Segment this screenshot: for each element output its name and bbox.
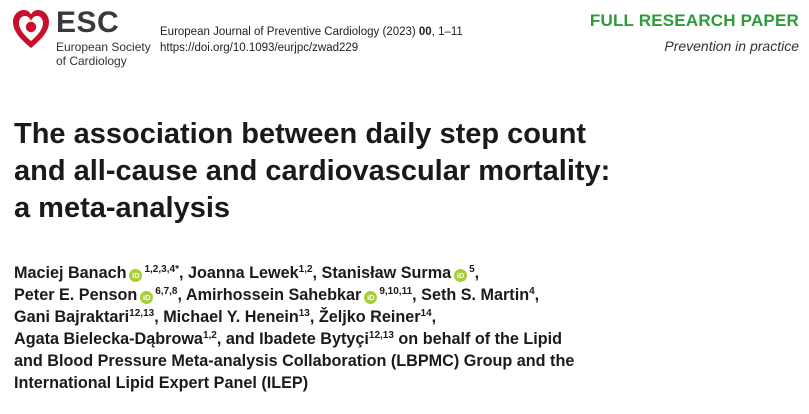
esc-logo: ESC European Society of Cardiology bbox=[10, 6, 160, 76]
title-line-1: The association between daily step count bbox=[14, 118, 587, 150]
author-list: Maciej Banach iD1,2,3,4*, Joanna Lewek1,2… bbox=[14, 262, 804, 394]
author-name[interactable]: Michael Y. Henein bbox=[163, 308, 299, 326]
separator: , bbox=[178, 264, 188, 282]
author-line-4: Agata Bielecka-Dąbrowa1,2, and Ibadete B… bbox=[14, 328, 804, 350]
separator-and: , and bbox=[216, 330, 260, 348]
author-name[interactable]: Seth S. Martin bbox=[421, 286, 530, 304]
esc-heart-logo-icon bbox=[13, 10, 49, 48]
journal-citation: European Journal of Preventive Cardiolog… bbox=[160, 24, 463, 56]
author-name[interactable]: Ibadete Bytyçi bbox=[259, 330, 369, 348]
society-name-line2: of Cardiology bbox=[56, 54, 127, 68]
author-name[interactable]: Željko Reiner bbox=[318, 308, 421, 326]
author-name[interactable]: Maciej Banach bbox=[14, 264, 127, 282]
author-affiliations: 12,13 bbox=[368, 330, 394, 341]
orcid-icon[interactable]: iD bbox=[454, 269, 468, 282]
citation-line: European Journal of Preventive Cardiolog… bbox=[160, 24, 463, 40]
author-line-2: Peter E. Penson iD6,7,8, Amirhossein Sahe… bbox=[14, 284, 804, 306]
author-name[interactable]: Stanisław Surma bbox=[321, 264, 452, 282]
citation-prefix: European Journal of Preventive Cardiolog… bbox=[160, 26, 419, 38]
author-affiliations: 1,2 bbox=[202, 330, 217, 341]
esc-logo-text: ESC bbox=[56, 6, 120, 39]
separator: , bbox=[312, 264, 322, 282]
author-affiliations: 5 bbox=[469, 264, 475, 275]
orcid-icon[interactable]: iD bbox=[364, 291, 378, 304]
author-name[interactable]: Agata Bielecka-Dąbrowa bbox=[14, 330, 203, 348]
separator: , bbox=[534, 286, 540, 304]
author-affiliations: 1,2 bbox=[298, 264, 313, 275]
author-name[interactable]: Peter E. Penson bbox=[14, 286, 138, 304]
group-text-3: International Lipid Expert Panel (ILEP) bbox=[14, 374, 309, 392]
orcid-icon[interactable]: iD bbox=[140, 291, 154, 304]
author-affiliations: 12,13 bbox=[129, 308, 155, 319]
author-affiliations: 9,10,11 bbox=[379, 286, 413, 297]
separator: , bbox=[474, 264, 480, 282]
author-affiliations: 6,7,8 bbox=[155, 286, 178, 297]
article-title: The association between daily step count… bbox=[14, 116, 794, 227]
article-section: Prevention in practice bbox=[664, 38, 799, 54]
author-line-3: Gani Bajraktari12,13, Michael Y. Henein1… bbox=[14, 306, 804, 328]
corresponding-author-mark: * bbox=[175, 264, 179, 275]
society-name-line1: European Society bbox=[56, 40, 151, 54]
article-type-label: FULL RESEARCH PAPER bbox=[589, 11, 799, 30]
orcid-icon[interactable]: iD bbox=[129, 269, 143, 282]
author-name[interactable]: Gani Bajraktari bbox=[14, 308, 130, 326]
citation-volume: 00 bbox=[418, 26, 432, 38]
separator: , bbox=[177, 286, 186, 304]
author-line-1: Maciej Banach iD1,2,3,4*, Joanna Lewek1,2… bbox=[14, 262, 804, 284]
separator: , bbox=[412, 286, 422, 304]
separator: , bbox=[154, 308, 164, 326]
society-name: European Society of Cardiology bbox=[56, 40, 151, 68]
author-affiliations: 13 bbox=[298, 308, 310, 319]
author-affiliations: 14 bbox=[420, 308, 432, 319]
doi-link[interactable]: https://doi.org/10.1093/eurjpc/zwad229 bbox=[160, 42, 359, 54]
article-type-block: FULL RESEARCH PAPER Prevention in practi… bbox=[590, 10, 799, 56]
group-text-2: and Blood Pressure Meta-analysis Collabo… bbox=[14, 352, 575, 370]
author-affiliations: 1,2,3,4 bbox=[144, 264, 176, 275]
author-name[interactable]: Joanna Lewek bbox=[187, 264, 299, 282]
author-name[interactable]: Amirhossein Sahebkar bbox=[185, 286, 362, 304]
author-affiliations: 4 bbox=[529, 286, 535, 297]
title-line-2: and all-cause and cardiovascular mortali… bbox=[14, 155, 611, 187]
separator: , bbox=[309, 308, 319, 326]
group-text-1: on behalf of the Lipid bbox=[393, 330, 563, 348]
citation-pages: , 1–11 bbox=[431, 26, 463, 38]
title-line-3: a meta-analysis bbox=[14, 192, 231, 224]
separator: , bbox=[431, 308, 437, 326]
